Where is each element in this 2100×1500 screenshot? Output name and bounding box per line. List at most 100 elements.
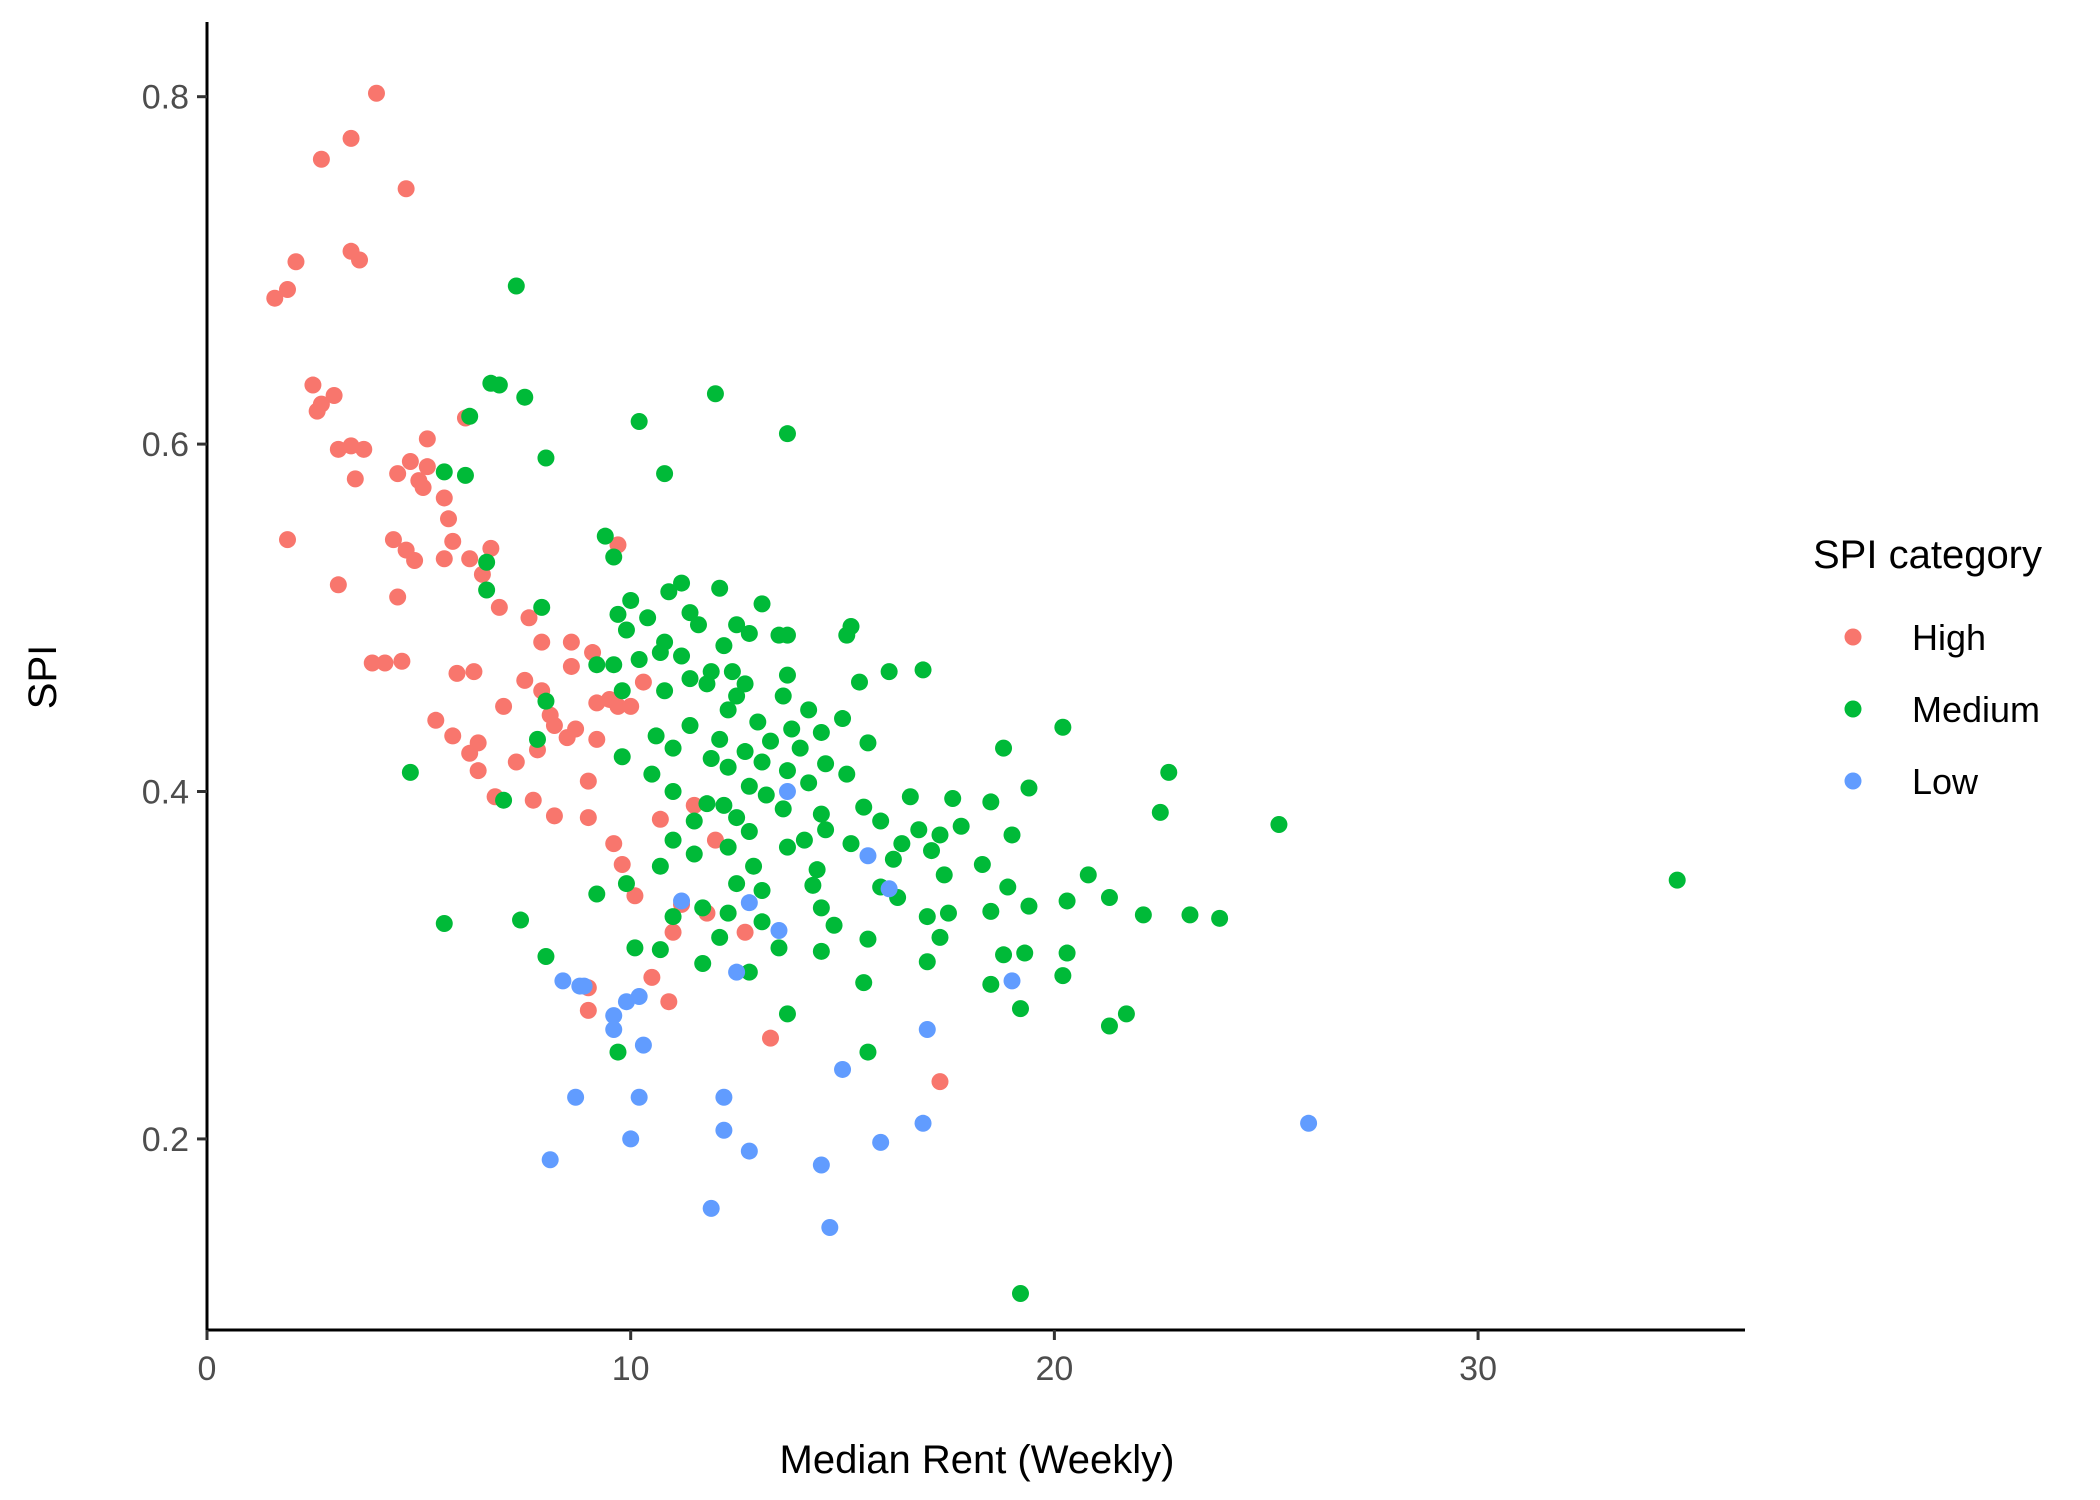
data-point	[1011, 1285, 1029, 1303]
legend-label-low: Low	[1912, 761, 1979, 802]
data-point	[537, 449, 555, 467]
data-point	[711, 928, 729, 946]
data-point	[740, 1142, 758, 1160]
data-point	[685, 845, 703, 863]
data-point	[1151, 803, 1169, 821]
legend-key-medium	[1844, 700, 1862, 718]
x-axis-ticks: 0 10 20 30	[198, 1330, 1497, 1388]
data-point	[914, 1114, 932, 1132]
data-point	[681, 604, 699, 622]
data-point	[1160, 763, 1178, 781]
data-point	[753, 753, 771, 771]
data-point	[495, 697, 513, 715]
data-point	[740, 822, 758, 840]
data-point	[507, 753, 525, 771]
series-high	[266, 84, 949, 1091]
data-point	[630, 1088, 648, 1106]
data-point	[1181, 906, 1199, 924]
data-point	[715, 1088, 733, 1106]
data-point	[545, 807, 563, 825]
data-point	[918, 953, 936, 971]
data-point	[778, 666, 796, 684]
data-point	[740, 624, 758, 642]
data-point	[774, 687, 792, 705]
data-point	[329, 576, 347, 594]
data-point	[702, 1199, 720, 1217]
data-point	[397, 180, 415, 198]
data-point	[626, 939, 644, 957]
data-point	[681, 717, 699, 735]
data-point	[728, 616, 746, 634]
data-point	[685, 812, 703, 830]
data-point	[774, 800, 792, 818]
data-point	[384, 531, 402, 549]
data-point	[918, 1020, 936, 1038]
data-point	[1054, 718, 1072, 736]
data-point	[762, 1029, 780, 1047]
data-point	[304, 376, 322, 394]
data-point	[630, 413, 648, 431]
data-point	[579, 1001, 597, 1019]
data-point	[435, 489, 453, 507]
data-point	[778, 425, 796, 443]
data-point	[673, 647, 691, 665]
data-point	[613, 682, 631, 700]
data-point	[651, 857, 669, 875]
data-point	[617, 875, 635, 893]
data-point	[689, 616, 707, 634]
data-point	[728, 687, 746, 705]
data-point	[1020, 779, 1038, 797]
data-point	[753, 882, 771, 900]
data-point	[440, 510, 458, 528]
data-point	[329, 440, 347, 458]
data-point	[795, 831, 813, 849]
data-point	[512, 911, 530, 929]
data-point	[842, 835, 860, 853]
data-point	[418, 458, 436, 476]
legend-key-high	[1844, 628, 1862, 646]
data-point	[778, 838, 796, 856]
data-point	[588, 885, 606, 903]
data-point	[723, 663, 741, 681]
data-point	[609, 697, 627, 715]
data-point	[719, 758, 737, 776]
data-point	[711, 579, 729, 597]
x-tick-label: 0	[198, 1350, 217, 1388]
data-point	[448, 664, 466, 682]
legend-label-high: High	[1912, 617, 1986, 658]
data-point	[562, 633, 580, 651]
data-point	[914, 661, 932, 679]
data-point	[401, 452, 419, 470]
data-point	[859, 734, 877, 752]
data-point	[872, 1133, 890, 1151]
data-point	[588, 694, 606, 712]
data-point	[685, 796, 703, 814]
data-point	[605, 1007, 623, 1025]
data-point	[817, 755, 835, 773]
data-point	[342, 129, 360, 147]
data-point	[952, 817, 970, 835]
data-point	[1016, 944, 1034, 962]
y-tick-label: 0.2	[142, 1121, 189, 1159]
data-point	[418, 430, 436, 448]
data-point	[622, 1130, 640, 1148]
data-point	[698, 795, 716, 813]
data-point	[533, 633, 551, 651]
y-axis-ticks: 0.2 0.4 0.6 0.8	[142, 79, 207, 1159]
data-point	[884, 850, 902, 868]
data-point	[579, 772, 597, 790]
data-points	[266, 84, 1686, 1303]
data-point	[444, 727, 462, 745]
data-point	[1054, 967, 1072, 985]
data-point	[647, 727, 665, 745]
data-point	[490, 598, 508, 616]
data-point	[706, 831, 724, 849]
data-point	[736, 675, 754, 693]
data-point	[537, 948, 555, 966]
data-point	[715, 1121, 733, 1139]
data-point	[834, 710, 852, 728]
data-point	[469, 762, 487, 780]
data-point	[880, 663, 898, 681]
data-point	[939, 904, 957, 922]
